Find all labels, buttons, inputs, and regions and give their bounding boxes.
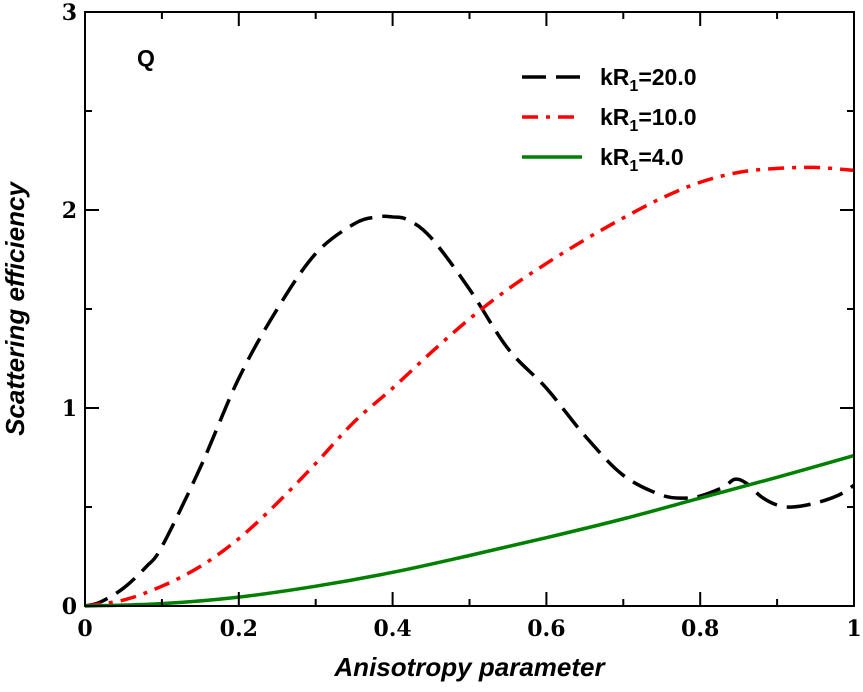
x-tick-label: 0.6 bbox=[527, 616, 565, 642]
legend-label: kR1=10.0 bbox=[600, 104, 697, 135]
x-tick-label: 0.8 bbox=[681, 616, 719, 642]
x-tick-label: 0 bbox=[77, 616, 92, 642]
x-axis-title: Anisotropy parameter bbox=[333, 652, 606, 682]
y-tick-label: 1 bbox=[62, 396, 77, 422]
x-tick-label: 1 bbox=[846, 616, 861, 642]
series-line-1 bbox=[84, 214, 855, 608]
x-tick-label: 0.2 bbox=[220, 616, 258, 642]
legend-label: kR1=4.0 bbox=[600, 144, 684, 175]
y-tick-label: 3 bbox=[62, 0, 77, 26]
plot-content bbox=[84, 165, 855, 608]
y-tick-label: 0 bbox=[62, 594, 77, 620]
legend: kR1=20.0 kR1=10.0 kR1=4.0 bbox=[522, 64, 697, 175]
x-tick-label: 0.4 bbox=[373, 616, 411, 642]
y-axis-title: Scattering efficiency bbox=[0, 181, 30, 436]
y-tick-label: 2 bbox=[62, 198, 77, 224]
axis-ticks: 0 0.2 0.4 0.6 0.8 1 0 1 2 3 bbox=[62, 0, 862, 642]
panel-label: Q bbox=[137, 45, 155, 71]
legend-label: kR1=20.0 bbox=[600, 64, 697, 95]
series-line-3 bbox=[84, 453, 855, 608]
